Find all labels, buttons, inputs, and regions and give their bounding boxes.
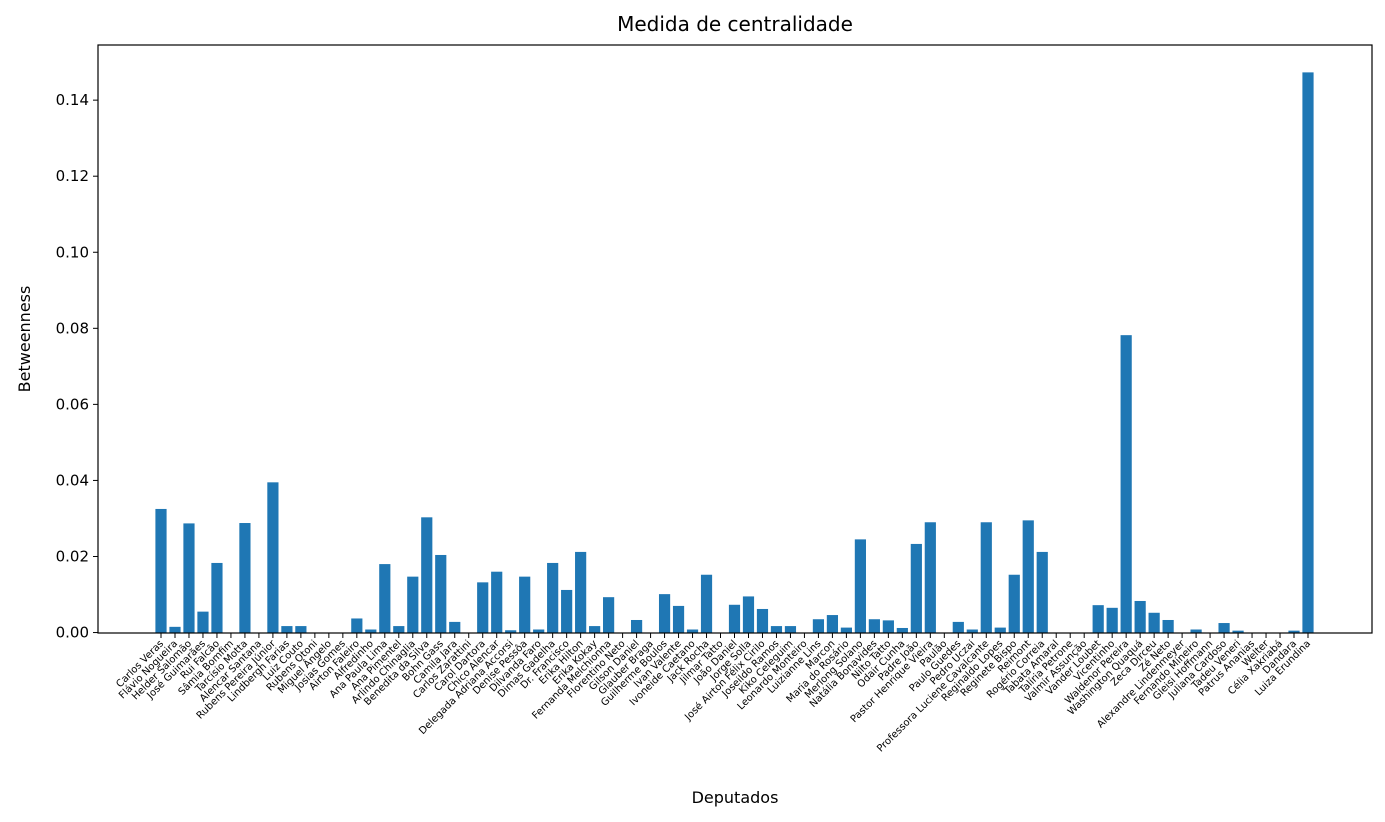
- bar: [910, 543, 922, 633]
- bar: [812, 619, 825, 633]
- bar: [980, 522, 992, 633]
- bar: [547, 562, 559, 633]
- bar: [1162, 619, 1174, 633]
- bar: [295, 626, 307, 633]
- bar: [491, 571, 503, 633]
- bar: [211, 562, 223, 633]
- bar: [840, 627, 852, 633]
- y-tick-label: 0.02: [56, 547, 89, 565]
- bar: [1036, 551, 1048, 633]
- plot-frame: [97, 44, 1373, 634]
- bar: [1302, 72, 1314, 633]
- bar: [533, 629, 545, 633]
- bar: [1120, 335, 1132, 633]
- bar: [1008, 574, 1020, 633]
- bar: [700, 574, 713, 633]
- bar: [365, 629, 377, 633]
- bar: [952, 621, 964, 633]
- bar: [770, 626, 783, 633]
- bar: [630, 619, 643, 633]
- bar: [1148, 612, 1160, 633]
- bar: [868, 619, 880, 633]
- bar: [519, 576, 531, 633]
- y-tick-label: 0.06: [56, 395, 89, 413]
- bar: [435, 554, 447, 633]
- bar: [728, 604, 741, 633]
- bar: [854, 539, 866, 633]
- bar: [1092, 605, 1104, 633]
- x-axis-label: Deputados: [692, 788, 779, 807]
- bar: [281, 626, 293, 633]
- bar: [379, 564, 391, 633]
- bar: [1218, 623, 1230, 633]
- y-tick-label: 0.12: [56, 167, 89, 185]
- chart-title: Medida de centralidade: [617, 12, 853, 36]
- y-axis-label: Betweenness: [15, 286, 34, 393]
- bar: [1106, 607, 1118, 633]
- bar: [756, 608, 769, 633]
- bar: [826, 615, 839, 633]
- bar: [477, 582, 489, 633]
- bar: [351, 618, 363, 633]
- bar: [575, 551, 587, 633]
- bar: [896, 627, 908, 633]
- y-tick-label: 0.14: [56, 91, 89, 109]
- bar: [924, 522, 936, 633]
- bar: [421, 517, 433, 633]
- bar: [966, 629, 978, 633]
- bar: [589, 626, 601, 633]
- y-tick-label: 0.00: [56, 624, 89, 642]
- bar: [1134, 600, 1146, 633]
- y-tick-label: 0.08: [56, 319, 89, 337]
- bar: [505, 630, 517, 633]
- bar: [267, 482, 279, 633]
- bars-group: [155, 72, 1314, 633]
- bar: [407, 576, 419, 633]
- bar: [882, 620, 894, 633]
- bar: [1288, 630, 1300, 633]
- bar: [658, 594, 671, 633]
- y-tick-label: 0.04: [56, 471, 89, 489]
- bar: [1190, 629, 1202, 633]
- bar: [155, 508, 167, 633]
- bar: [239, 523, 251, 633]
- bar: [784, 626, 797, 633]
- bar: [197, 611, 209, 633]
- bar: [1232, 630, 1244, 633]
- bar: [686, 629, 699, 633]
- bar: [449, 621, 461, 633]
- bar: [1022, 520, 1034, 633]
- bar: [393, 626, 405, 633]
- bar: [742, 596, 755, 633]
- bar: [183, 523, 195, 633]
- y-tick-label: 0.10: [56, 243, 89, 261]
- bar: [994, 627, 1006, 633]
- bar: [672, 605, 685, 633]
- bar: [561, 589, 573, 633]
- bar: [169, 626, 181, 633]
- bar: [603, 597, 615, 633]
- y-axis-ticks: 0.00 0.02 0.04 0.06 0.08 0.10 0.12 0.14: [56, 91, 98, 642]
